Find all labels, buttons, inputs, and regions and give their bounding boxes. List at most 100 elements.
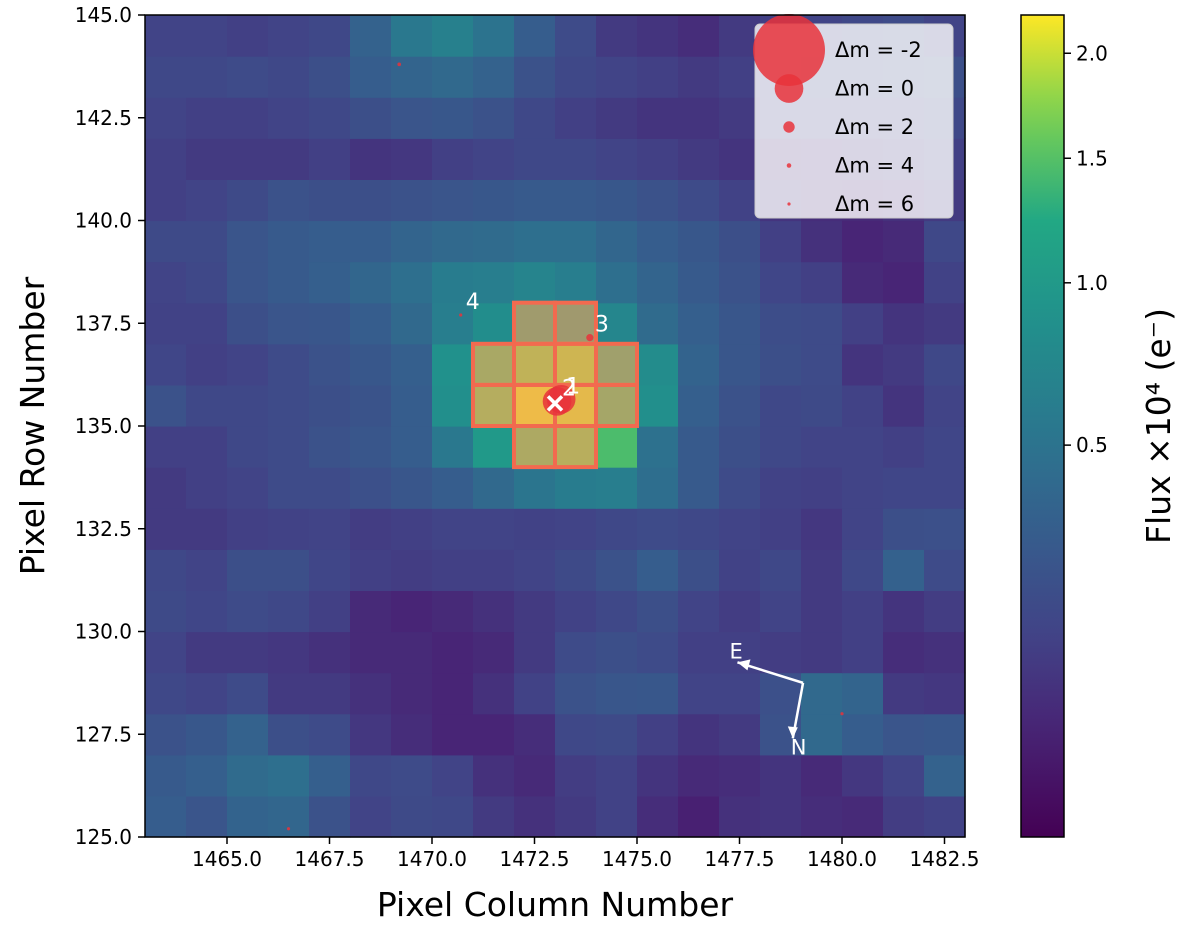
heatmap-cell <box>268 179 310 222</box>
heatmap-cell <box>596 97 638 139</box>
heatmap-cell <box>350 549 392 591</box>
heatmap-cell <box>760 590 802 633</box>
heatmap-cell <box>760 467 802 509</box>
heatmap-cell <box>391 467 433 509</box>
heatmap-cell <box>637 302 679 345</box>
heatmap-cell <box>350 56 392 98</box>
heatmap-cell <box>801 795 843 838</box>
heatmap-cell <box>432 795 474 838</box>
heatmap-cell <box>678 261 720 304</box>
heatmap-cell <box>801 384 843 427</box>
heatmap-cell <box>596 590 638 633</box>
heatmap-cell <box>678 343 720 386</box>
heatmap-cell <box>391 631 433 674</box>
heatmap-cell <box>883 302 925 345</box>
heatmap-cell <box>883 795 925 838</box>
heatmap-cell <box>555 590 597 633</box>
heatmap-cell <box>145 754 187 797</box>
heatmap-cell <box>760 384 802 427</box>
heatmap-cell <box>760 261 802 304</box>
heatmap-cell <box>145 302 187 345</box>
heatmap-cell <box>760 343 802 386</box>
heatmap-cell <box>432 302 474 345</box>
heatmap-cell <box>145 713 187 756</box>
heatmap-cell <box>555 672 597 715</box>
heatmap-cell <box>719 508 761 550</box>
heatmap-cell <box>760 672 802 715</box>
heatmap-cell <box>227 302 269 345</box>
heatmap-cell <box>801 261 843 304</box>
heatmap-cell <box>883 220 925 263</box>
heatmap-cell <box>555 467 597 509</box>
heatmap-cell <box>309 795 351 838</box>
heatmap-cell <box>432 138 474 180</box>
heatmap-cell <box>227 631 269 674</box>
heatmap-cell <box>719 97 761 139</box>
heatmap-cell <box>801 631 843 674</box>
heatmap-cell <box>760 631 802 674</box>
heatmap-cell <box>473 261 515 304</box>
aperture-pixel <box>553 424 598 470</box>
heatmap-cell <box>432 343 474 386</box>
heatmap-cell <box>801 220 843 263</box>
heatmap-cell <box>145 138 187 180</box>
heatmap-cell <box>760 426 802 468</box>
heatmap-cell <box>678 713 720 756</box>
heatmap-cell <box>145 15 187 57</box>
heatmap-cell <box>596 549 638 591</box>
heatmap-cell <box>350 631 392 674</box>
colorbar-tick-label: 2.0 <box>1076 41 1108 65</box>
heatmap-cell <box>391 97 433 139</box>
heatmap-cell <box>268 590 310 633</box>
heatmap-cell <box>145 343 187 386</box>
heatmap-cell <box>514 713 556 756</box>
heatmap-cell <box>473 508 515 550</box>
compass-east-label: E <box>729 639 742 663</box>
legend-marker <box>787 202 791 206</box>
heatmap-cell <box>309 97 351 139</box>
heatmap-cell <box>268 138 310 180</box>
heatmap-cell <box>145 97 187 139</box>
heatmap-cell <box>719 138 761 180</box>
heatmap-cell <box>719 549 761 591</box>
heatmap-cell <box>842 549 884 591</box>
heatmap-cell <box>227 590 269 633</box>
heatmap-cell <box>309 302 351 345</box>
legend: Δm = -2 Δm = 0 Δm = 2 Δm = 4 Δm = 6 <box>753 14 954 219</box>
aperture-mask <box>471 300 639 470</box>
heatmap-cell <box>391 754 433 797</box>
heatmap-cell <box>924 590 966 633</box>
heatmap-cell <box>596 467 638 509</box>
heatmap-cell <box>391 179 433 222</box>
heatmap-cell <box>391 795 433 838</box>
colorbar-tick-label: 1.0 <box>1076 271 1108 295</box>
heatmap-cell <box>596 179 638 222</box>
heatmap-cell <box>842 672 884 715</box>
heatmap-cell <box>842 467 884 509</box>
compass: EN <box>729 639 806 759</box>
heatmap-cell <box>678 220 720 263</box>
heatmap-cell <box>268 220 310 263</box>
y-tick-label: 127.5 <box>75 722 132 746</box>
heatmap-cell <box>268 795 310 838</box>
x-tick-label: 1470.0 <box>397 847 467 871</box>
heatmap-cell <box>186 467 228 509</box>
heatmap-cell <box>268 467 310 509</box>
heatmap-cell <box>637 713 679 756</box>
heatmap-cell <box>555 56 597 98</box>
heatmap-cell <box>473 590 515 633</box>
heatmap-cell <box>514 15 556 57</box>
heatmap-cell <box>145 384 187 427</box>
heatmap-cell <box>227 672 269 715</box>
heatmap-cell <box>350 97 392 139</box>
heatmap-cell <box>391 261 433 304</box>
heatmap-cell <box>514 549 556 591</box>
compass-north-arrowhead <box>787 726 798 739</box>
heatmap-cell <box>596 138 638 180</box>
heatmap-cell <box>842 302 884 345</box>
heatmap-cell <box>145 467 187 509</box>
heatmap-cell <box>186 672 228 715</box>
heatmap-cell <box>719 302 761 345</box>
heatmap-cell <box>514 220 556 263</box>
